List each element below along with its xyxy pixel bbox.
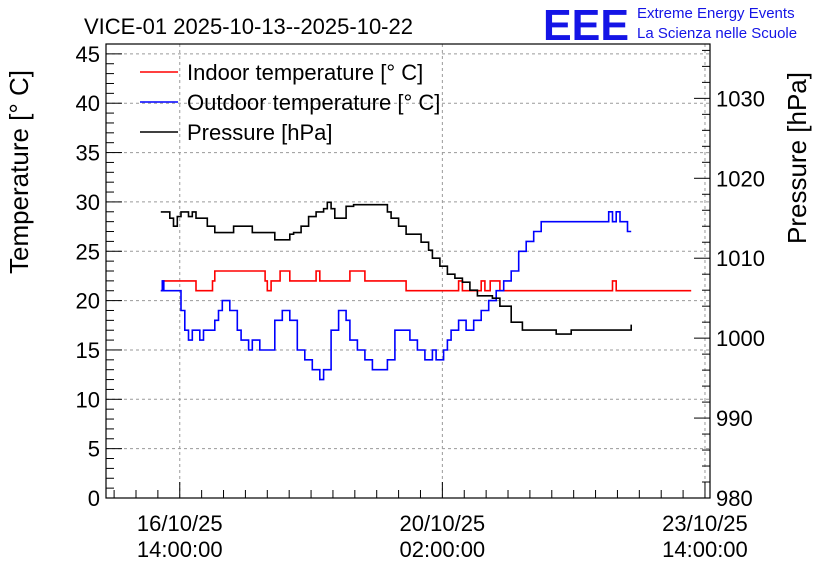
y-right-tick-label: 1020 <box>716 166 765 191</box>
y-left-tick-label: 35 <box>76 141 100 166</box>
grid-lines <box>106 44 710 498</box>
legend-label: Indoor temperature [° C] <box>187 60 423 85</box>
y-axis-right-title: Pressure [hPa] <box>782 72 812 244</box>
eee-logo-line2: La Scienza nelle Scuole <box>637 25 797 42</box>
legend-label: Pressure [hPa] <box>187 120 333 145</box>
x-tick-label-date: 20/10/25 <box>400 511 486 536</box>
series-line-indoor-temperature <box>160 270 692 292</box>
eee-logo-mark: EEE <box>543 1 629 50</box>
y-left-tick-label: 20 <box>76 289 100 314</box>
x-tick-label-date: 16/10/25 <box>137 511 223 536</box>
series-line-pressure <box>160 201 632 335</box>
y-left-tick-label: 15 <box>76 338 100 363</box>
y-left-tick-label: 45 <box>76 42 100 67</box>
y-left-tick-label: 40 <box>76 91 100 116</box>
y-right-tick-label: 980 <box>716 486 753 511</box>
x-tick-label-time: 14:00:00 <box>662 537 748 562</box>
y-left-tick-label: 0 <box>88 486 100 511</box>
y-left-tick-label: 5 <box>88 437 100 462</box>
eee-logo-line1: Extreme Energy Events <box>637 5 795 22</box>
x-tick-label-date: 23/10/25 <box>662 511 748 536</box>
y-axis-left-title: Temperature [° C] <box>4 70 34 274</box>
x-tick-label-time: 02:00:00 <box>400 537 486 562</box>
x-tick-label-time: 14:00:00 <box>137 537 223 562</box>
series-line-outdoor-temperature <box>160 211 632 381</box>
y-left-tick-label: 10 <box>76 387 100 412</box>
y-left-tick-label: 30 <box>76 190 100 215</box>
series-layer <box>160 201 692 381</box>
legend: Indoor temperature [° C] Outdoor temperat… <box>140 60 440 145</box>
chart-title: VICE-01 2025-10-13--2025-10-22 <box>84 14 413 39</box>
legend-label: Outdoor temperature [° C] <box>187 90 440 115</box>
y-left-tick-label: 25 <box>76 239 100 264</box>
axes: 0 5 10 15 20 25 30 35 40 45 980 990 1000 1010 1020 1030… <box>76 42 765 562</box>
y-right-tick-label: 1000 <box>716 326 765 351</box>
y-right-tick-label: 990 <box>716 406 753 431</box>
y-right-tick-label: 1010 <box>716 246 765 271</box>
y-right-tick-label: 1030 <box>716 86 765 111</box>
